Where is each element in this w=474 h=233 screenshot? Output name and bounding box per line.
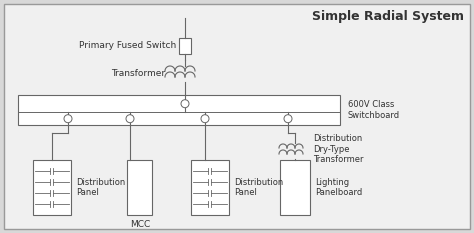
Text: MCC: MCC	[130, 220, 150, 229]
Text: Transformer: Transformer	[111, 69, 165, 79]
Bar	[179, 38, 191, 54]
Bar	[128, 160, 153, 215]
Text: Distribution
Dry-Type
Transformer: Distribution Dry-Type Transformer	[313, 134, 364, 164]
Text: Distribution
Panel: Distribution Panel	[234, 178, 283, 197]
Text: Lighting
Panelboard: Lighting Panelboard	[315, 178, 362, 197]
Bar	[18, 95, 340, 125]
Bar	[33, 160, 71, 215]
Text: 600V Class
Switchboard: 600V Class Switchboard	[348, 100, 400, 120]
Text: Distribution
Panel: Distribution Panel	[76, 178, 125, 197]
Text: Simple Radial System: Simple Radial System	[312, 10, 464, 23]
Text: Primary Fused Switch: Primary Fused Switch	[79, 41, 176, 51]
Bar	[191, 160, 229, 215]
Bar	[280, 160, 310, 215]
